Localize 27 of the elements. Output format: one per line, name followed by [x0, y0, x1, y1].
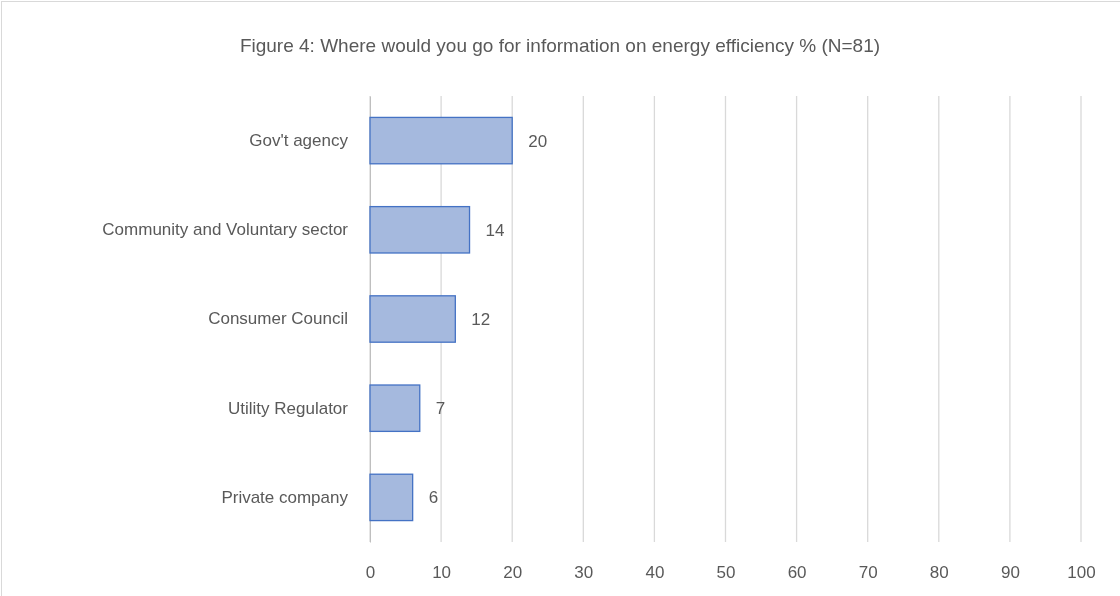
x-tick-label: 0: [365, 563, 376, 583]
x-tick-label: 90: [1000, 563, 1020, 583]
x-tick-label: 30: [574, 563, 594, 583]
data-label: 20: [528, 131, 548, 151]
bar: [369, 384, 421, 433]
bar: [369, 295, 456, 343]
x-tick-label: 100: [1067, 563, 1096, 583]
y-tick-label: Utility Regulator: [228, 398, 349, 418]
y-tick-label: Consumer Council: [208, 309, 348, 329]
bar: [369, 473, 414, 522]
bar: [369, 205, 471, 254]
bar: [369, 116, 513, 165]
x-tick-label: 40: [645, 563, 665, 583]
data-label: 12: [471, 309, 491, 329]
data-label: 6: [428, 488, 439, 508]
x-tick-label: 60: [787, 563, 807, 583]
data-label: 14: [485, 220, 505, 240]
x-tick-label: 50: [716, 563, 736, 583]
x-tick-label: 70: [858, 563, 878, 583]
chart-title: Figure 4: Where would you go for information on energy efficiency % (N=81): [239, 35, 881, 56]
x-tick-label: 20: [503, 563, 523, 583]
x-tick-label: 80: [929, 563, 949, 583]
y-tick-label: Private company: [221, 487, 349, 507]
x-tick-label: 10: [432, 563, 452, 583]
y-tick-label: Community and Voluntary sector: [102, 220, 349, 240]
data-label: 7: [435, 399, 446, 419]
y-tick-label: Gov't agency: [249, 131, 349, 151]
